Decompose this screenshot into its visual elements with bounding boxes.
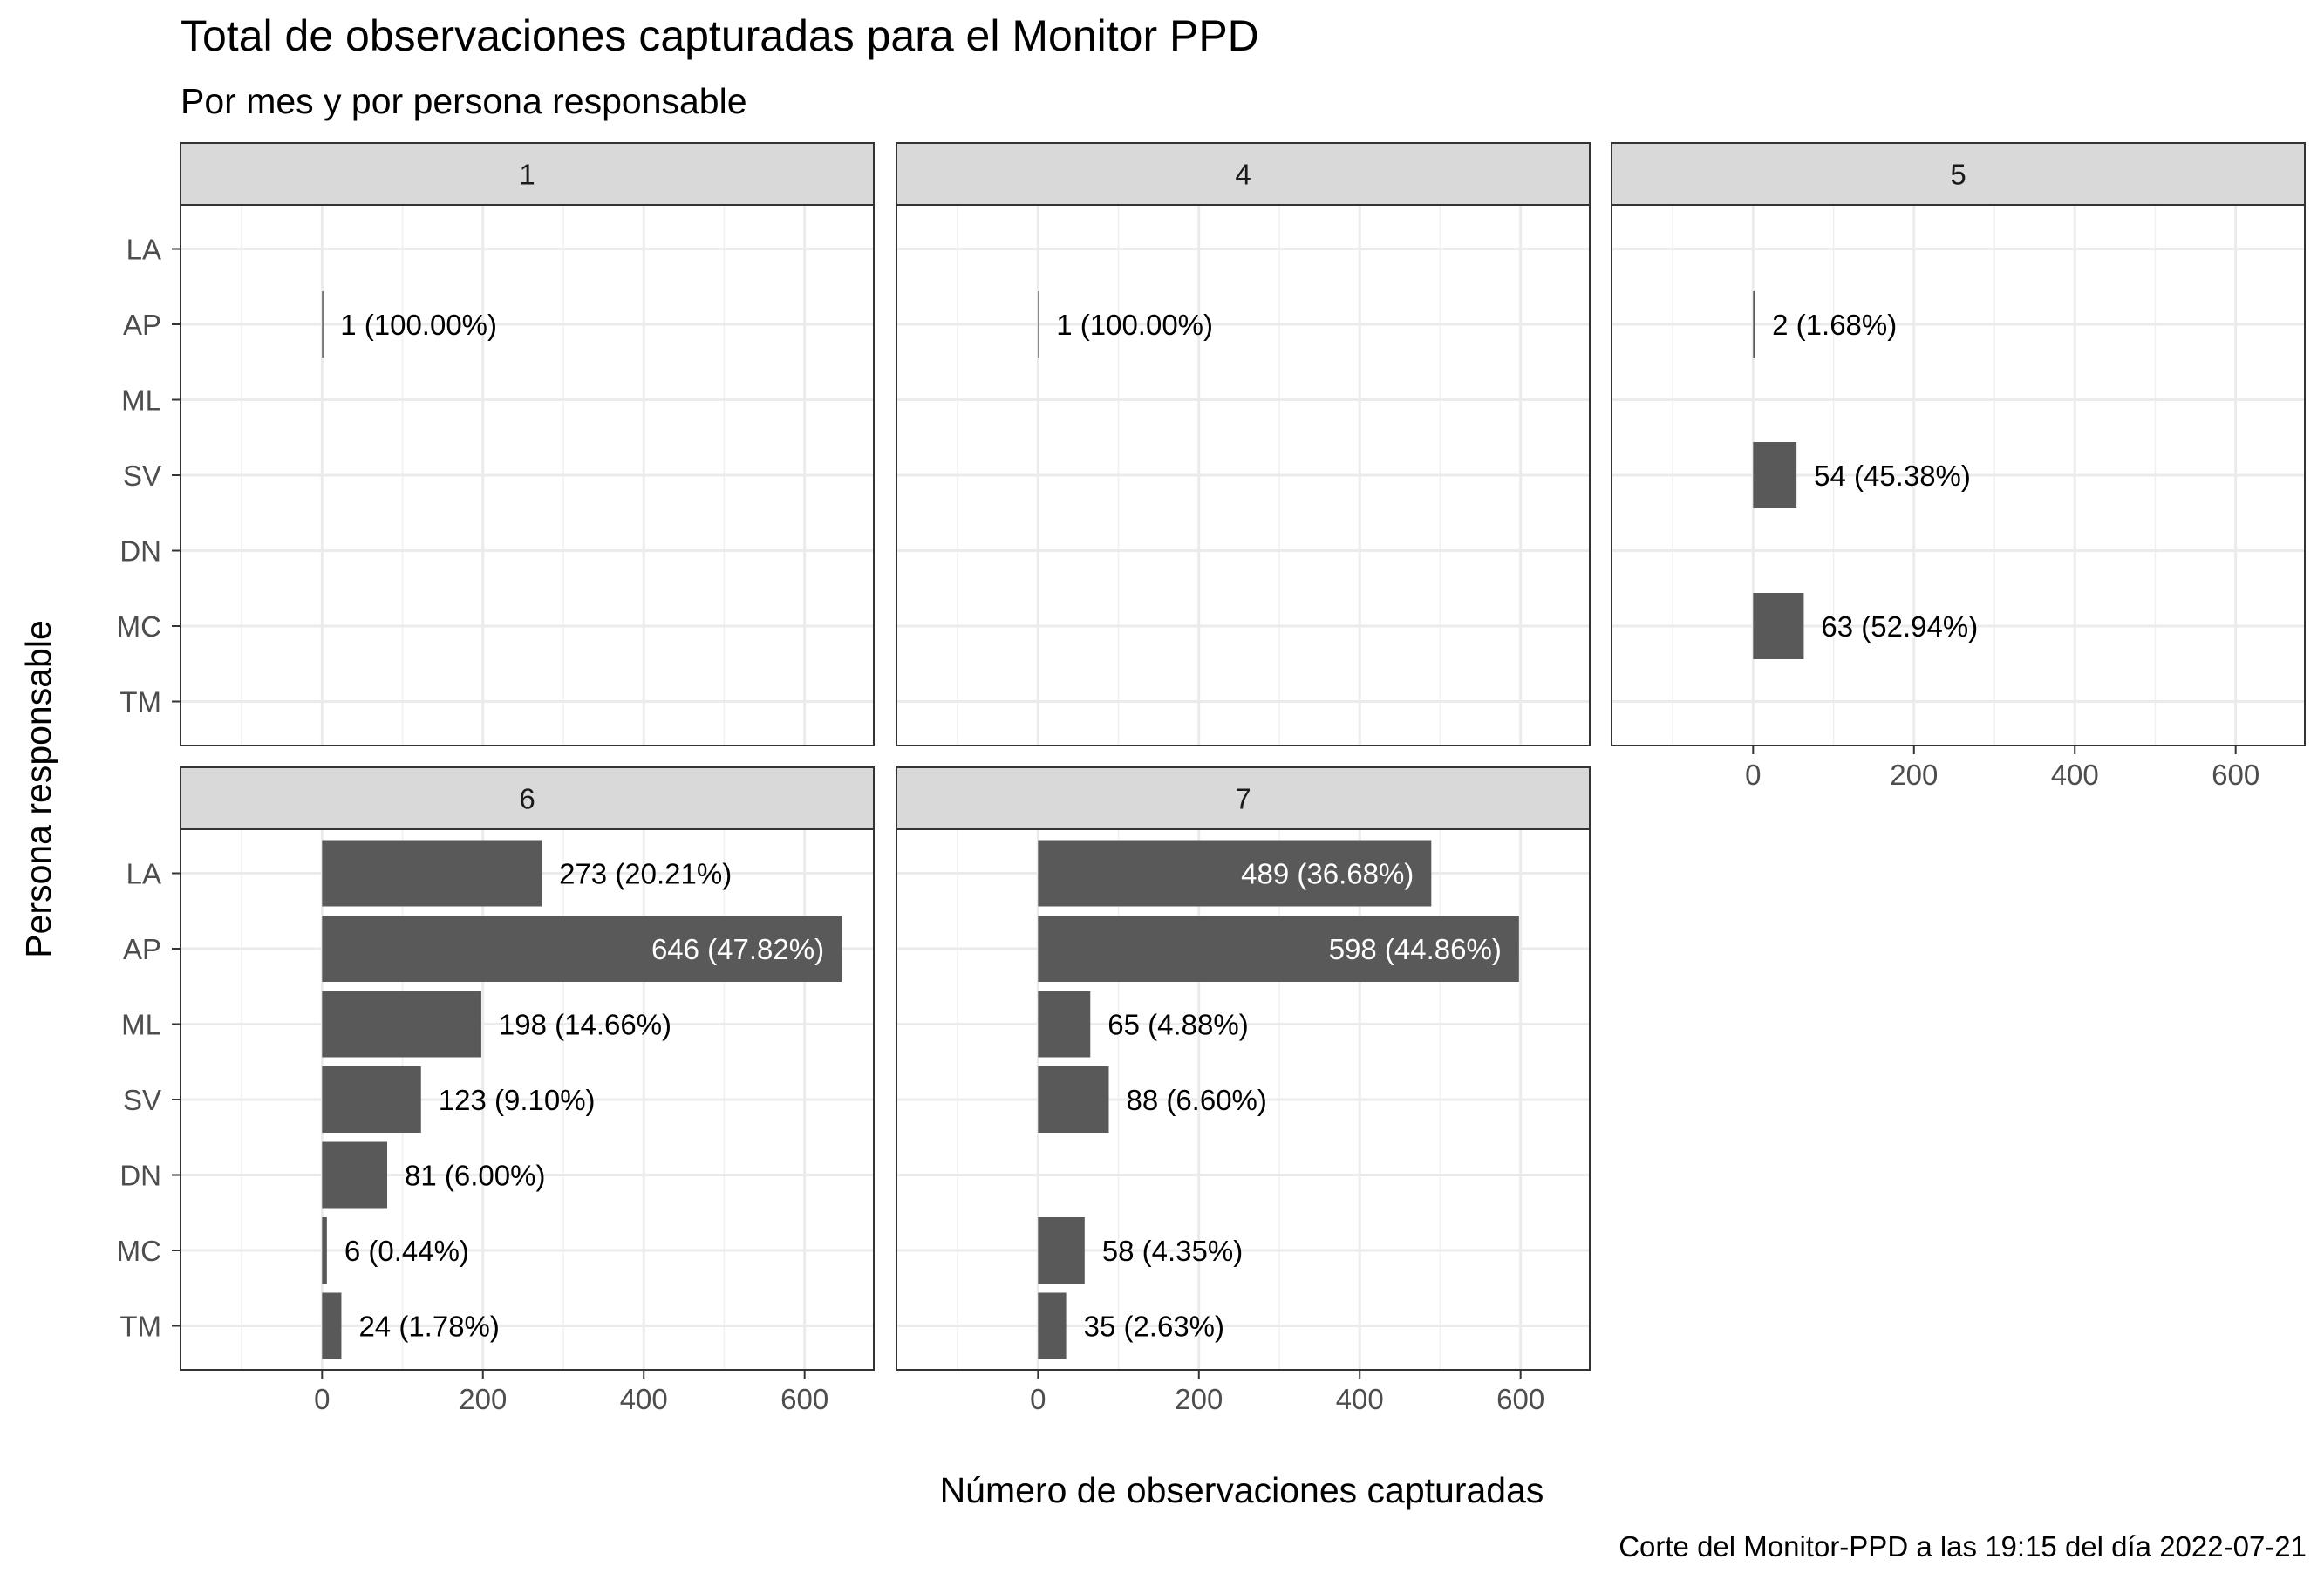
- y-tick-label: TM: [119, 686, 161, 718]
- x-tick-label: 200: [459, 1383, 507, 1415]
- y-tick-label: LA: [126, 858, 161, 890]
- bar-label: 2 (1.68%): [1772, 309, 1897, 341]
- facet-strip: [896, 142, 1591, 206]
- y-tick-label: ML: [121, 385, 161, 417]
- facet-strip: [180, 142, 875, 206]
- chart-caption: Corte del Monitor-PPD a las 19:15 del dí…: [1619, 1530, 2307, 1563]
- chart-title: Total de observaciones capturadas para e…: [181, 11, 1259, 60]
- panel-border: [1611, 204, 2306, 746]
- bar-label: 198 (14.66%): [499, 1009, 671, 1041]
- bar: [1038, 840, 1432, 907]
- bar: [322, 991, 481, 1058]
- y-tick-label: ML: [121, 1009, 161, 1041]
- bar: [1038, 916, 1519, 982]
- y-tick-label: SV: [123, 460, 161, 492]
- bar: [1753, 593, 1804, 659]
- x-tick-label: 600: [780, 1383, 828, 1415]
- x-tick-label: 0: [314, 1383, 330, 1415]
- bar-label: 81 (6.00%): [405, 1160, 545, 1192]
- bar: [1038, 1066, 1109, 1133]
- bar: [322, 840, 542, 907]
- bar: [1038, 1292, 1067, 1359]
- facet-strip: [180, 766, 875, 830]
- facet-panel-6: 6 273 (20.21%) 646 (47.82%) 198 (14.66%) 123…: [117, 766, 875, 1415]
- bar-label: 123 (9.10%): [439, 1084, 596, 1116]
- facet-strip-label: 6: [519, 783, 535, 815]
- bar: [322, 291, 324, 358]
- bar: [1038, 291, 1039, 358]
- y-tick-label: TM: [119, 1311, 161, 1343]
- facet-strip-label: 1: [519, 159, 535, 191]
- bar-label: 54 (45.38%): [1814, 460, 1971, 492]
- facet-strip-label: 7: [1235, 783, 1251, 815]
- bar: [1753, 291, 1755, 358]
- x-tick-label: 400: [620, 1383, 668, 1415]
- chart-subtitle: Por mes y por persona responsable: [181, 81, 747, 121]
- bar: [322, 1292, 342, 1359]
- facet-panel-5: 5 2 (1.68%) 54 (45.38%) 63 (52.94%) 0 200 400 6…: [1611, 142, 2306, 791]
- y-tick-label: SV: [123, 1084, 161, 1116]
- panel-border: [896, 828, 1591, 1371]
- bar-label: 1 (100.00%): [340, 309, 497, 341]
- bar-label: 63 (52.94%): [1821, 610, 1978, 643]
- facet-panel-7: 7 489 (36.68%) 598 (44.86%) 65 (4.88%) 88 (6…: [896, 766, 1591, 1415]
- x-tick-label: 0: [1745, 759, 1761, 791]
- facet-strip-label: 5: [1950, 159, 1966, 191]
- bar-label: 65 (4.88%): [1107, 1009, 1248, 1041]
- bar-label: 58 (4.35%): [1102, 1235, 1243, 1267]
- y-tick-label: MC: [117, 1235, 161, 1267]
- y-tick-label: AP: [123, 933, 161, 965]
- x-axis-title: Número de observaciones capturadas: [940, 1470, 1544, 1510]
- x-tick-label: 200: [1890, 759, 1938, 791]
- x-tick-label: 0: [1030, 1383, 1046, 1415]
- y-axis-title: Persona responsable: [18, 620, 58, 957]
- facet-panels: 1 1 (100.00%) LA AP ML SV DN MC TM 4 1 (100.00%) 5 2…: [117, 142, 2306, 1415]
- bar-label: 598 (44.86%): [1329, 933, 1502, 965]
- bar: [322, 1217, 327, 1284]
- y-tick-label: AP: [123, 309, 161, 341]
- facet-strip: [896, 766, 1591, 830]
- x-tick-label: 400: [2051, 759, 2099, 791]
- facet-strip-label: 4: [1235, 159, 1251, 191]
- x-tick-label: 400: [1336, 1383, 1384, 1415]
- bar-label: 35 (2.63%): [1084, 1311, 1224, 1343]
- facet-panel-1: 1 1 (100.00%) LA AP ML SV DN MC TM: [117, 142, 875, 746]
- bar-label: 6 (0.44%): [344, 1235, 469, 1267]
- bar-label: 88 (6.60%): [1126, 1084, 1266, 1116]
- y-tick-label: LA: [126, 234, 161, 266]
- bar: [1038, 1217, 1085, 1284]
- bar-label: 1 (100.00%): [1056, 309, 1213, 341]
- facet-panel-4: 4 1 (100.00%): [896, 142, 1591, 746]
- x-tick-label: 600: [2212, 759, 2259, 791]
- x-tick-label: 600: [1496, 1383, 1544, 1415]
- bar: [1038, 991, 1091, 1058]
- bar: [1753, 442, 1797, 508]
- bar-label: 646 (47.82%): [651, 933, 824, 965]
- bar-label: 273 (20.21%): [559, 858, 732, 890]
- bar: [322, 916, 842, 982]
- y-tick-label: MC: [117, 610, 161, 643]
- y-tick-label: DN: [119, 1160, 161, 1192]
- x-tick-label: 200: [1175, 1383, 1223, 1415]
- bar-label: 489 (36.68%): [1241, 858, 1414, 890]
- bar: [322, 1141, 388, 1209]
- bar-label: 24 (1.78%): [358, 1311, 499, 1343]
- y-tick-label: DN: [119, 535, 161, 568]
- facet-strip: [1611, 142, 2306, 206]
- bar: [322, 1066, 421, 1133]
- panel-border: [896, 204, 1591, 746]
